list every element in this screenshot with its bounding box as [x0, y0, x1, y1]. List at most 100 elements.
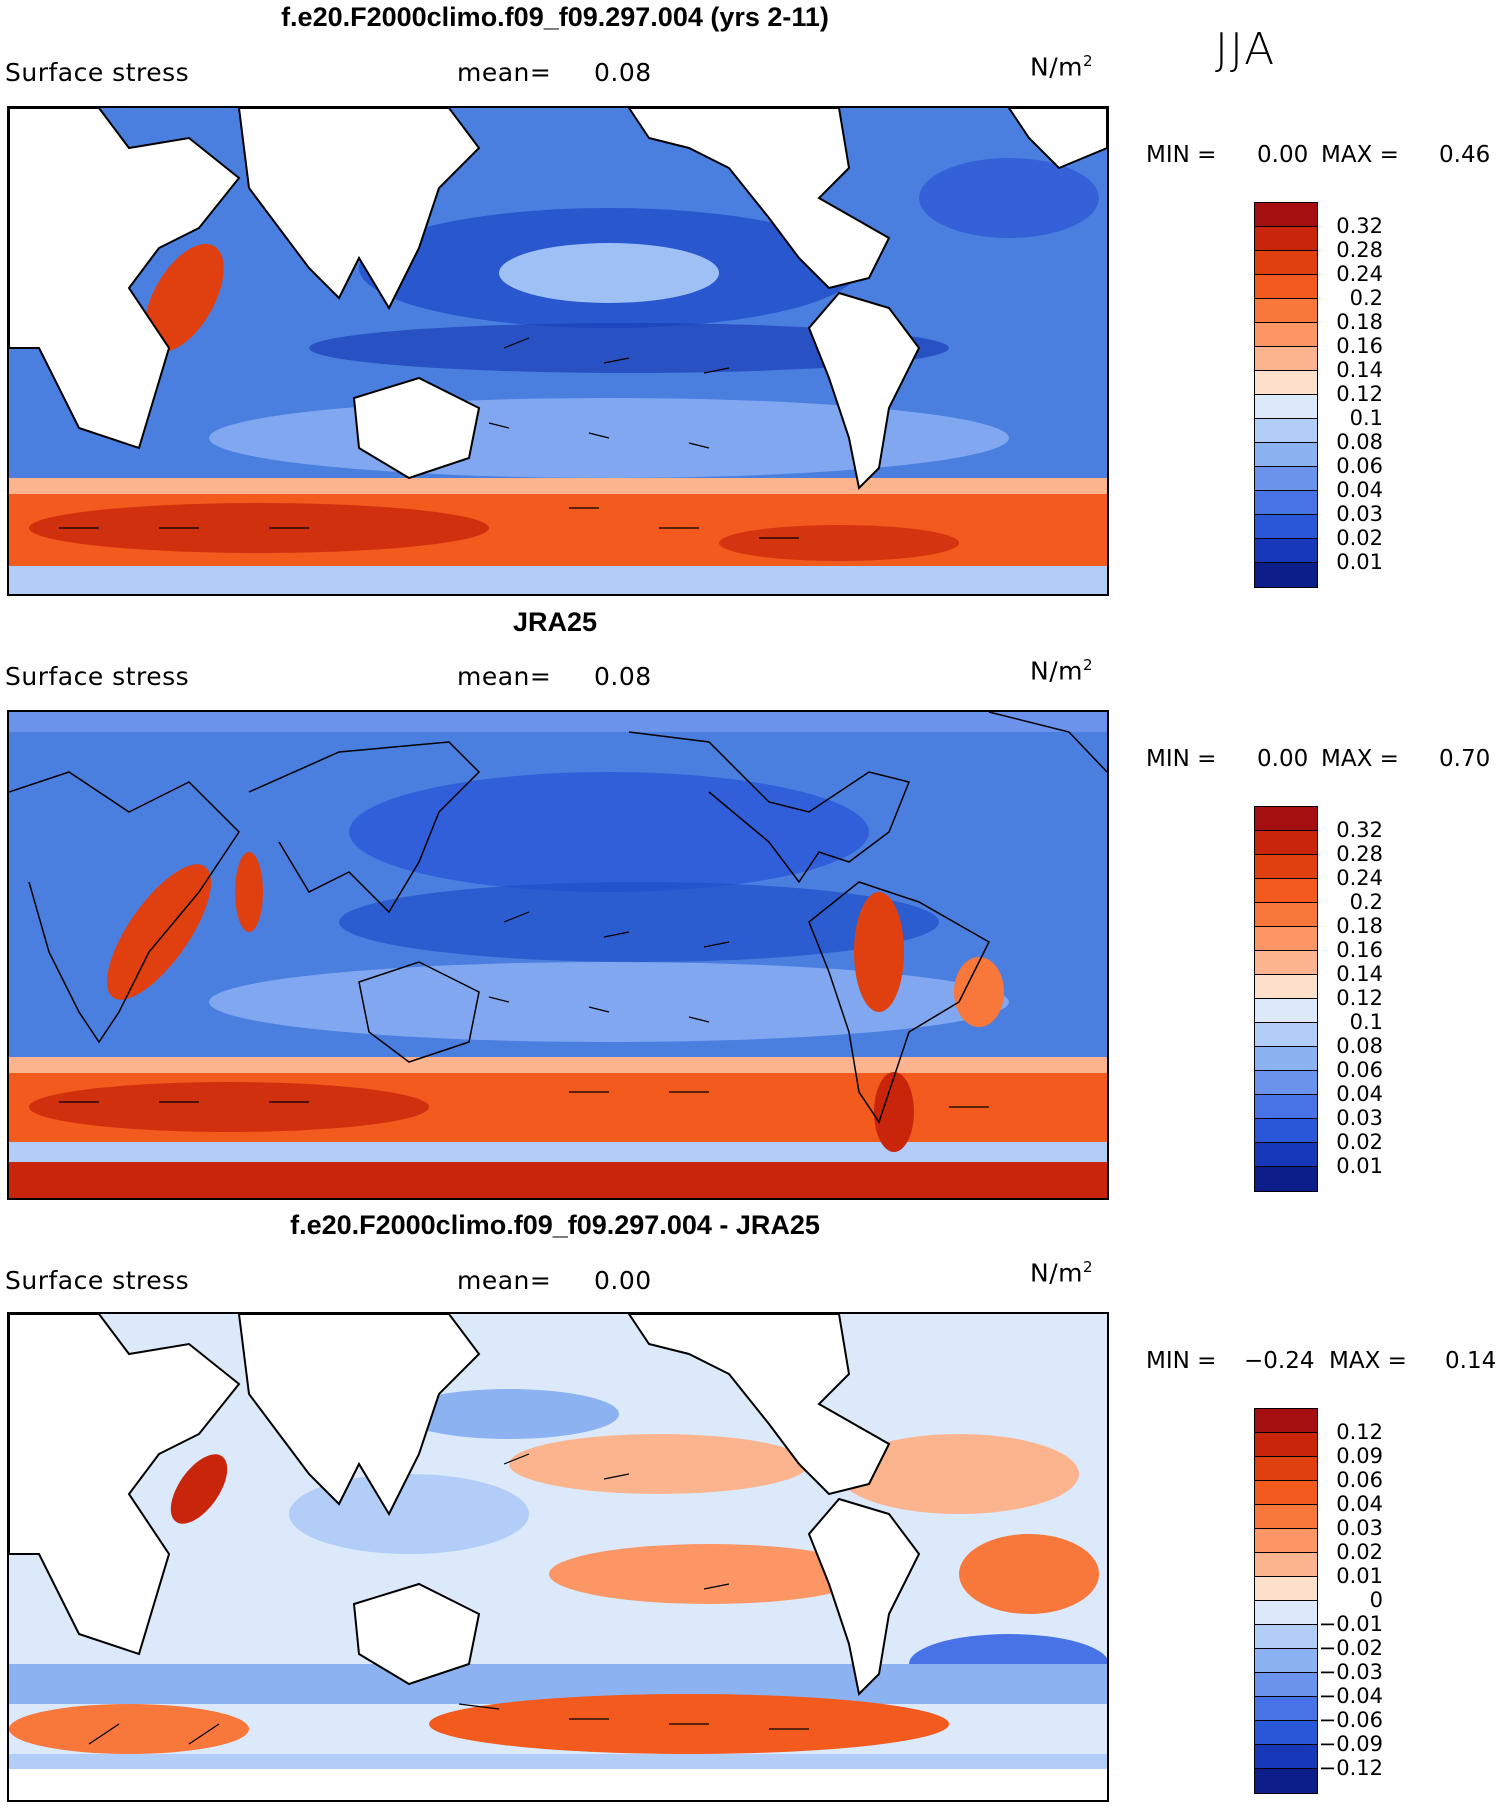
- colorbar-tick-label: 0.1: [1349, 406, 1383, 430]
- vector-field: [88, 1453, 809, 1745]
- colorbar-cell: [1255, 999, 1317, 1023]
- mean-label: mean=: [457, 1266, 552, 1295]
- min-value: −0.24: [1244, 1348, 1315, 1374]
- min-label: MIN =: [1146, 142, 1217, 168]
- map-model: [7, 106, 1109, 596]
- colorbar-tick-label: 0.08: [1336, 430, 1383, 454]
- colorbar-tick-label: 0.14: [1336, 358, 1383, 382]
- colorbar-cell: [1255, 467, 1317, 491]
- colorbar-cell: [1255, 227, 1317, 251]
- map-svg: [9, 108, 1107, 594]
- colorbar-tick-label: 0.18: [1336, 914, 1383, 938]
- colorbar-tick-label: 0: [1369, 1588, 1383, 1612]
- colorbar-cell: [1255, 491, 1317, 515]
- variable-label: Surface stress: [5, 58, 190, 87]
- colorbar-cell: [1255, 807, 1317, 831]
- colorbar-cell: [1255, 1769, 1317, 1793]
- colorbar-cell: [1255, 855, 1317, 879]
- colorbar-tick-label: 0.06: [1336, 1058, 1383, 1082]
- colorbar-diff: [1254, 1408, 1318, 1794]
- colorbar-tick-label: 0.03: [1336, 1516, 1383, 1540]
- max-value: 0.70: [1439, 746, 1491, 772]
- min-value: 0.00: [1257, 142, 1309, 168]
- colorbar-cell: [1255, 275, 1317, 299]
- colorbar-tick-label: 0.32: [1336, 818, 1383, 842]
- colorbar-cell: [1255, 539, 1317, 563]
- colorbar-tick-label: 0.12: [1336, 382, 1383, 406]
- colorbar-cell: [1255, 1023, 1317, 1047]
- colorbar-cell: [1255, 1095, 1317, 1119]
- colorbar-cell: [1255, 1601, 1317, 1625]
- season-label: JJA: [1215, 24, 1277, 75]
- min-label: MIN =: [1146, 1348, 1217, 1374]
- colorbar-cell: [1255, 203, 1317, 227]
- map-svg: [9, 1314, 1107, 1800]
- colorbar-cell: [1255, 1071, 1317, 1095]
- panel-title: JRA25: [512, 607, 598, 637]
- max-value: 0.14: [1445, 1348, 1497, 1374]
- colorbar-cell: [1255, 1697, 1317, 1721]
- colorbar-cell: [1255, 1745, 1317, 1769]
- min-label: MIN =: [1146, 746, 1217, 772]
- variable-label: Surface stress: [5, 662, 190, 691]
- colorbar-cell: [1255, 1505, 1317, 1529]
- colorbar-tick-label: −0.03: [1318, 1660, 1383, 1684]
- colorbar-tick-label: 0.16: [1336, 938, 1383, 962]
- colorbar-tick-label: 0.01: [1336, 550, 1383, 574]
- min-value: 0.00: [1257, 746, 1309, 772]
- colorbar-tick-label: 0.04: [1336, 478, 1383, 502]
- colorbar-cell: [1255, 1119, 1317, 1143]
- colorbar-tick-label: 0.32: [1336, 214, 1383, 238]
- colorbar-tick-label: −0.06: [1318, 1708, 1383, 1732]
- colorbar-cell: [1255, 951, 1317, 975]
- colorbar-tick-label: −0.09: [1318, 1732, 1383, 1756]
- colorbar-cell: [1255, 927, 1317, 951]
- colorbar-tick-label: 0.2: [1349, 286, 1383, 310]
- colorbar-cell: [1255, 1409, 1317, 1433]
- colorbar-tick-label: 0.03: [1336, 1106, 1383, 1130]
- colorbar-tick-label: 0.1: [1349, 1010, 1383, 1034]
- colorbar-tick-label: 0.12: [1336, 986, 1383, 1010]
- colorbar-tick-label: −0.12: [1318, 1756, 1383, 1780]
- colorbar-cell: [1255, 1457, 1317, 1481]
- colorbar-tick-label: 0.28: [1336, 238, 1383, 262]
- colorbar-cell: [1255, 1167, 1317, 1191]
- units-label: N/m2: [1030, 656, 1094, 686]
- colorbar-cell: [1255, 1721, 1317, 1745]
- colorbar-cell: [1255, 395, 1317, 419]
- colorbar-tick-label: 0.02: [1336, 1130, 1383, 1154]
- map-svg: [9, 712, 1107, 1198]
- colorbar-cell: [1255, 515, 1317, 539]
- mean-value: 0.08: [594, 662, 652, 691]
- colorbar-tick-label: 0.28: [1336, 842, 1383, 866]
- colorbar-cell: [1255, 251, 1317, 275]
- units-label: N/m2: [1030, 52, 1094, 82]
- max-value: 0.46: [1439, 142, 1491, 168]
- colorbar-cell: [1255, 299, 1317, 323]
- map-diff: [7, 1312, 1109, 1802]
- mean-value: 0.00: [594, 1266, 652, 1295]
- colorbar-cell: [1255, 1529, 1317, 1553]
- colorbar-cell: [1255, 1553, 1317, 1577]
- variable-label: Surface stress: [5, 1266, 190, 1295]
- units-label: N/m2: [1030, 1258, 1094, 1288]
- colorbar-cell: [1255, 879, 1317, 903]
- colorbar-tick-label: 0.06: [1336, 454, 1383, 478]
- colorbar-cell: [1255, 1481, 1317, 1505]
- colorbar-tick-label: 0.01: [1336, 1564, 1383, 1588]
- colorbar-tick-label: 0.04: [1336, 1492, 1383, 1516]
- colorbar-tick-label: 0.03: [1336, 502, 1383, 526]
- colorbar-tick-label: 0.18: [1336, 310, 1383, 334]
- colorbar-cell: [1255, 1577, 1317, 1601]
- colorbar-cell: [1255, 443, 1317, 467]
- colorbar-cell: [1255, 1143, 1317, 1167]
- max-label: MAX =: [1321, 746, 1399, 772]
- colorbar-tick-label: 0.24: [1336, 866, 1383, 890]
- colorbar-cell: [1255, 1649, 1317, 1673]
- max-label: MAX =: [1329, 1348, 1407, 1374]
- colorbar-tick-label: 0.02: [1336, 1540, 1383, 1564]
- mean-value: 0.08: [594, 58, 652, 87]
- vector-field: [59, 911, 989, 1108]
- panel-title: f.e20.F2000climo.f09_f09.297.004 (yrs 2-…: [281, 2, 829, 32]
- colorbar-tick-label: 0.04: [1336, 1082, 1383, 1106]
